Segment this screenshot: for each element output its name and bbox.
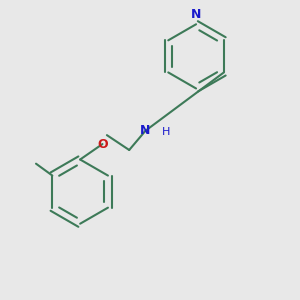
Text: N: N [191,8,201,21]
Text: O: O [97,138,108,151]
Text: N: N [140,124,151,137]
Text: H: H [162,127,170,137]
